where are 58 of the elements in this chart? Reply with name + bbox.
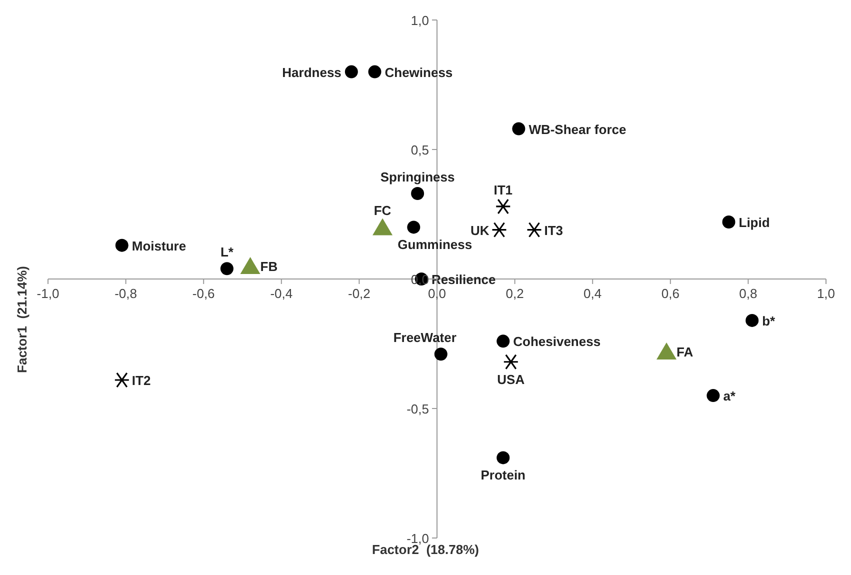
x-tick-label: -1,0 [36, 286, 60, 301]
point [114, 372, 130, 388]
y-axis-title: Factor1 (21.14%) [14, 265, 30, 375]
x-tick-label: -0,6 [192, 286, 215, 301]
data-label: FC [374, 203, 392, 218]
data-label: Gumminess [398, 237, 472, 252]
x-tick-label: 0,6 [661, 286, 680, 301]
point [746, 314, 759, 327]
x-tick-label: -0,4 [270, 286, 293, 301]
point [706, 389, 720, 402]
data-label: UK [470, 222, 490, 238]
data-label: Cohesiveness [513, 334, 601, 350]
point [491, 222, 508, 238]
data-label: L* [220, 244, 234, 260]
x-tick-label: -0,8 [114, 286, 138, 301]
data-label: Hardness [282, 64, 342, 80]
y-tick-label: -0,5 [406, 402, 429, 416]
point [496, 334, 510, 348]
data-label: FreeWater [393, 330, 456, 346]
point [240, 257, 260, 274]
point [526, 222, 542, 238]
point [656, 342, 677, 360]
point [496, 451, 510, 464]
point [495, 198, 511, 214]
data-label: a* [723, 388, 736, 404]
data-label: IT1 [494, 182, 513, 198]
data-label: Lipid [738, 215, 770, 230]
data-label: WB-Shear force [528, 122, 626, 137]
x-tick-label: 0,0 [428, 286, 446, 301]
x-tick-label: 0,2 [506, 286, 524, 301]
point [722, 216, 736, 229]
data-label: FA [676, 344, 694, 360]
data-label: IT3 [544, 222, 564, 238]
data-label: IT2 [132, 373, 151, 388]
data-label: b* [762, 313, 776, 328]
x-tick-label: -0,2 [348, 286, 370, 301]
data-label: Resilience [431, 272, 496, 287]
data-label: USA [497, 372, 526, 387]
data-label: Moisture [132, 238, 186, 254]
data-label: Protein [480, 468, 526, 483]
point [503, 354, 519, 370]
data-label: FB [260, 259, 278, 274]
x-tick-label: 1,0 [816, 286, 836, 301]
point [372, 218, 393, 236]
point [115, 238, 128, 252]
data-label: Chewiness [384, 64, 453, 80]
y-tick-label: 1,0 [410, 13, 429, 28]
point [434, 348, 448, 361]
y-tick-label: 0,5 [410, 142, 429, 158]
point [344, 65, 358, 78]
x-tick-label: 0,4 [584, 286, 602, 301]
x-tick-label: 0,8 [739, 286, 758, 301]
point [407, 220, 420, 234]
point [411, 187, 424, 200]
point [368, 65, 382, 78]
data-label: Springiness [380, 170, 455, 185]
point [512, 122, 526, 136]
point [220, 262, 234, 276]
